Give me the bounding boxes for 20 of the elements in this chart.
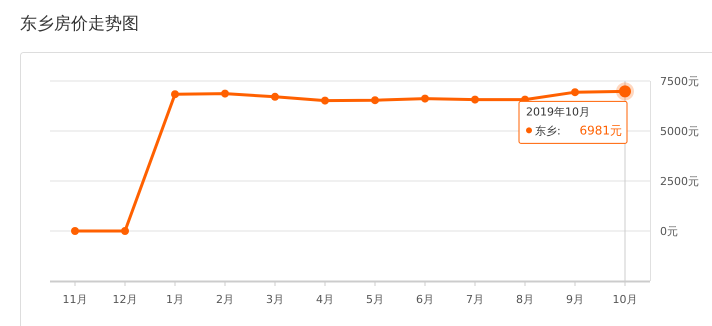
y-tick-label: 2500元 [660,175,699,188]
x-tick-label: 12月 [112,293,138,306]
legend-label: 东乡: [535,124,561,138]
chart-title: 东乡房价走势图 [20,14,139,34]
x-tick-label: 10月 [612,293,638,306]
x-tick-label: 7月 [466,293,484,306]
x-tick-label: 1月 [166,293,184,306]
y-tick-label: 7500元 [660,75,699,88]
x-tick-label: 4月 [316,293,334,306]
data-label: 6981元 [579,123,622,138]
x-tick-label: 6月 [416,293,434,306]
x-tick-label: 5月 [366,293,384,306]
y-tick-label: 5000元 [660,125,699,138]
x-tick-label: 2月 [216,293,234,306]
annotation: 2019年10月 [526,105,590,118]
y-tick-label: 0元 [660,225,678,238]
x-tick-label: 8月 [516,293,534,306]
x-tick-label: 9月 [566,293,584,306]
x-tick-label: 3月 [266,293,284,306]
x-tick-label: 11月 [62,293,88,306]
